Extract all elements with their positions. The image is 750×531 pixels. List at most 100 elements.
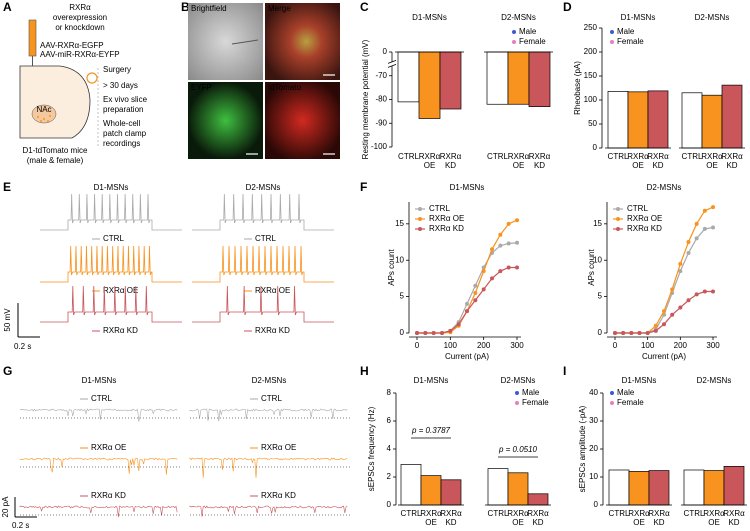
micrograph [188, 3, 263, 80]
panel-label: D [563, 0, 572, 14]
x-tick-label: RXRα [647, 152, 669, 161]
x-axis-label: Current (pA) [642, 352, 686, 361]
legend-label: CTRL [627, 204, 648, 213]
data-point [515, 265, 519, 270]
data-point [653, 328, 658, 333]
nac-region [31, 104, 57, 124]
bar [439, 51, 462, 110]
step-label: Whole-cell [103, 119, 141, 128]
data-point [490, 247, 494, 252]
trace-label: RXRα OE [255, 286, 290, 295]
data-point [653, 323, 658, 328]
scale-label: 50 mV [3, 308, 12, 332]
legend-label: RXRα OE [627, 214, 662, 223]
y-axis-label: APs count [387, 248, 396, 285]
legend-marker [616, 217, 620, 221]
y-tick-label: -90 [375, 118, 387, 127]
trace-label: RXRα OE [91, 443, 126, 452]
image-label: tdTomato [268, 83, 301, 92]
y-axis-label: Rheobase (pA) [573, 61, 582, 115]
y-axis-label: APs count [587, 248, 596, 285]
legend-label: Male [519, 27, 537, 36]
legend-label: CTRL [429, 204, 450, 213]
current-trace [19, 505, 178, 518]
bar [647, 90, 669, 149]
x-tick-label: CTRL [398, 152, 419, 161]
region-label: NAc [36, 105, 51, 114]
panel-label: E [3, 180, 11, 194]
legend-marker [610, 30, 614, 34]
legend-label: Male [617, 388, 635, 397]
infected-cell [47, 120, 49, 122]
data-point [506, 221, 511, 226]
data-point [694, 292, 699, 297]
legend-label: Male [522, 388, 540, 397]
y-tick-label: 10 [589, 472, 598, 481]
legend-label: RXRα KD [429, 224, 464, 233]
schematic-title: overexpression [53, 13, 107, 22]
data-point [645, 331, 650, 335]
data-point [637, 331, 642, 335]
legend-label: Female [617, 398, 644, 407]
x-tick-label: CTRL [487, 152, 508, 161]
trace-label: CTRL [255, 234, 276, 243]
scale-label: 0.2 s [12, 521, 29, 530]
x-tick-label: OE [706, 161, 718, 170]
trace-label: RXRα KD [91, 491, 126, 500]
x-tick-label: RXRα [703, 509, 725, 518]
current-trace [189, 505, 348, 517]
data-point [694, 236, 699, 241]
legend-marker [616, 227, 620, 231]
y-axis-label: Resting membrane potential (mV) [361, 39, 370, 159]
step-label: patch clamp [103, 129, 147, 138]
group-title: D1-MSNs [414, 376, 449, 385]
vector-label: AAV-miR-RXRα-EYFP [40, 50, 120, 59]
voltage-trace [40, 193, 182, 231]
data-point [473, 290, 478, 295]
trace-label: RXRα KD [261, 491, 296, 500]
data-point [473, 283, 478, 288]
bar [648, 470, 670, 506]
y-tick-label: 150 [584, 71, 598, 80]
legend-marker [512, 30, 516, 34]
data-point [498, 269, 503, 274]
data-point [481, 287, 486, 292]
bar [400, 464, 422, 506]
x-tick-label: CTRL [488, 509, 509, 518]
data-point [481, 269, 486, 274]
panel-label: F [360, 180, 367, 194]
chart-title: D2-MSNs [647, 183, 682, 192]
group-title: D1-MSNs [412, 13, 447, 22]
x-tick-label: RXRα [419, 152, 441, 161]
data-point [686, 298, 691, 303]
trace-label: RXRα OE [261, 443, 296, 452]
step-label: > 30 days [103, 81, 138, 90]
group-title: D2-MSNs [695, 13, 730, 22]
trace-label: CTRL [91, 394, 112, 403]
x-tick-label: KD [445, 161, 456, 170]
y-tick-label: 2 [387, 472, 392, 481]
current-trace [189, 457, 348, 478]
infected-cell [40, 120, 42, 122]
micrograph [188, 82, 263, 159]
x-tick-label: OE [512, 518, 524, 527]
annotation: p = 0.3787 [411, 426, 451, 435]
x-tick-label: RXRα [420, 509, 442, 518]
x-tick-label: RXRα [440, 152, 462, 161]
y-tick-label: 15 [395, 219, 404, 228]
data-point [431, 331, 436, 335]
legend-marker [515, 401, 519, 405]
bar [487, 468, 509, 506]
y-tick-label: 5 [598, 292, 603, 301]
panel-label: A [3, 0, 12, 14]
step-label: Surgery [103, 65, 131, 74]
bar [721, 84, 743, 149]
y-tick-label: 10 [593, 255, 602, 264]
trace-label: RXRα OE [103, 286, 138, 295]
series-line [615, 226, 714, 334]
x-tick-label: 200 [674, 341, 688, 350]
chart-title: D1-MSNs [450, 183, 485, 192]
y-tick-label: -100 [371, 142, 388, 151]
x-tick-label: CTRL [401, 509, 422, 518]
data-point [670, 312, 675, 317]
